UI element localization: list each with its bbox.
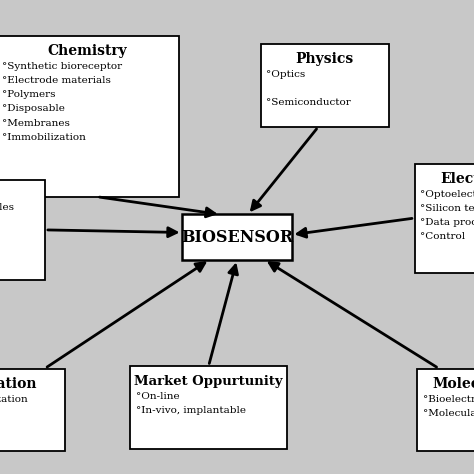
Text: °Bioelectron: °Bioelectron (423, 394, 474, 403)
Text: °On-line: °On-line (136, 392, 180, 401)
Text: °Control: °Control (420, 232, 465, 241)
Bar (182, 215, 292, 260)
Text: °Molecular c: °Molecular c (423, 409, 474, 418)
Text: Molecular: Molecular (432, 377, 474, 391)
Bar (415, 164, 474, 273)
Text: °In-vivo, implantable: °In-vivo, implantable (136, 407, 246, 415)
Text: °Polymers: °Polymers (2, 90, 55, 99)
Text: °Membranes: °Membranes (2, 118, 70, 128)
Text: °Optoelectro: °Optoelectro (420, 190, 474, 199)
Bar (0, 180, 45, 280)
Bar (261, 44, 389, 127)
Text: Chemistry: Chemistry (48, 44, 128, 58)
Bar (0, 369, 65, 451)
Text: °Immobilization: °Immobilization (2, 133, 86, 142)
Bar (0, 36, 179, 197)
Text: BIOSENSOR: BIOSENSOR (181, 228, 293, 246)
Text: °Silicon tec: °Silicon tec (420, 204, 474, 213)
Text: Physics: Physics (296, 53, 354, 66)
Text: °Disposable: °Disposable (2, 104, 65, 113)
Text: Electroni: Electroni (441, 172, 474, 186)
Text: °Synthetic bioreceptor: °Synthetic bioreceptor (2, 62, 122, 71)
Text: °Data proce: °Data proce (420, 218, 474, 227)
Text: °Electrode materials: °Electrode materials (2, 76, 111, 85)
Text: Market Oppurtunity: Market Oppurtunity (134, 374, 283, 388)
Bar (130, 366, 287, 449)
Bar (417, 369, 474, 451)
Text: °Optics: °Optics (266, 70, 306, 79)
Text: °molecules: °molecules (0, 203, 14, 212)
Text: °Semiconductor: °Semiconductor (266, 99, 351, 107)
Text: °mentation: °mentation (0, 394, 27, 403)
Text: tation: tation (0, 377, 37, 391)
